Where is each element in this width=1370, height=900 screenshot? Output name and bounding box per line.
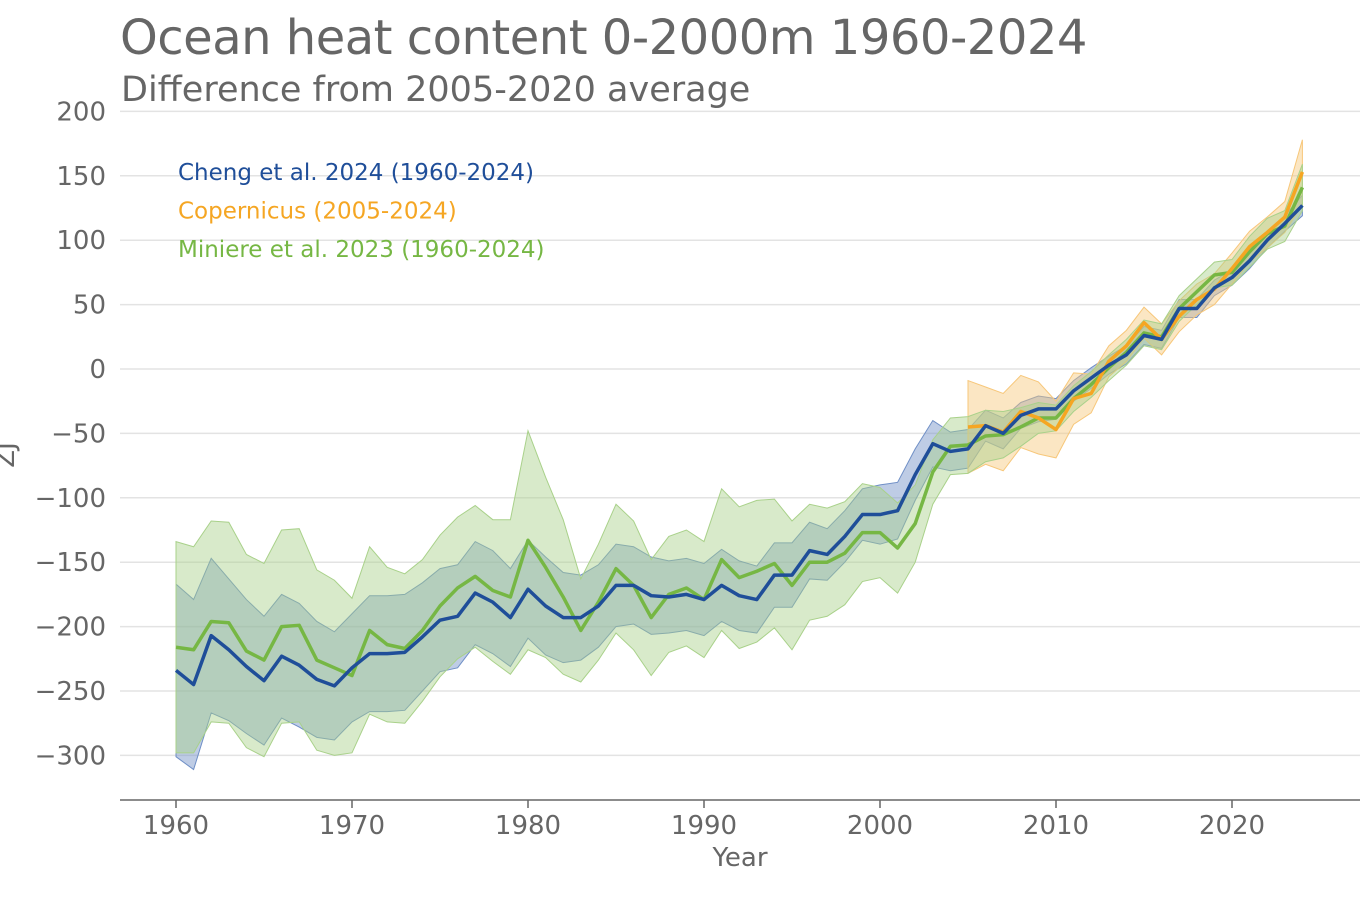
chart-subtitle: Difference from 2005-2020 average bbox=[121, 70, 751, 110]
y-tick-label: −300 bbox=[35, 741, 106, 771]
legend-entry-cheng: Cheng et al. 2024 (1960-2024) bbox=[178, 160, 534, 186]
chart-title: Ocean heat content 0-2000m 1960-2024 bbox=[120, 10, 1087, 66]
y-tick-label: −250 bbox=[35, 677, 106, 707]
x-tick-label: 2020 bbox=[1199, 811, 1265, 841]
x-tick-label: 1960 bbox=[143, 811, 209, 841]
axes: 200 150 100 50 0 −50 −100 −150 −200 −250 −300 1960 1… bbox=[35, 97, 1360, 841]
y-tick-label: 200 bbox=[56, 97, 106, 127]
x-tick-label: 2000 bbox=[847, 811, 913, 841]
x-tick-label: 1980 bbox=[495, 811, 561, 841]
x-tick-label: 1970 bbox=[319, 811, 385, 841]
legend-entry-copernicus: Copernicus (2005-2024) bbox=[178, 199, 457, 225]
legend-entry-miniere: Miniere et al. 2023 (1960-2024) bbox=[178, 237, 545, 263]
cheng-line bbox=[174, 204, 1304, 688]
y-tick-label: −150 bbox=[35, 548, 106, 578]
y-axis-label: ZJ bbox=[0, 442, 21, 467]
y-tick-label: −100 bbox=[35, 484, 106, 514]
cheng-uncertainty-band bbox=[175, 193, 1303, 771]
miniere-uncertainty-band bbox=[175, 164, 1303, 758]
y-tick-label: −200 bbox=[35, 613, 106, 643]
x-tick-label: 1990 bbox=[671, 811, 737, 841]
gridlines bbox=[120, 110, 1360, 757]
y-tick-label: 50 bbox=[73, 291, 106, 321]
uncertainty-bands bbox=[175, 139, 1303, 771]
x-tick-label: 2010 bbox=[1023, 811, 1089, 841]
series-lines bbox=[174, 171, 1305, 688]
y-tick-label: 150 bbox=[56, 162, 106, 192]
y-tick-label: −50 bbox=[51, 419, 106, 449]
y-tick-label: 0 bbox=[89, 355, 106, 385]
y-tick-label: 100 bbox=[56, 226, 106, 256]
x-axis-label: Year bbox=[711, 843, 767, 873]
legend: Cheng et al. 2024 (1960-2024) Copernicus … bbox=[178, 160, 545, 263]
